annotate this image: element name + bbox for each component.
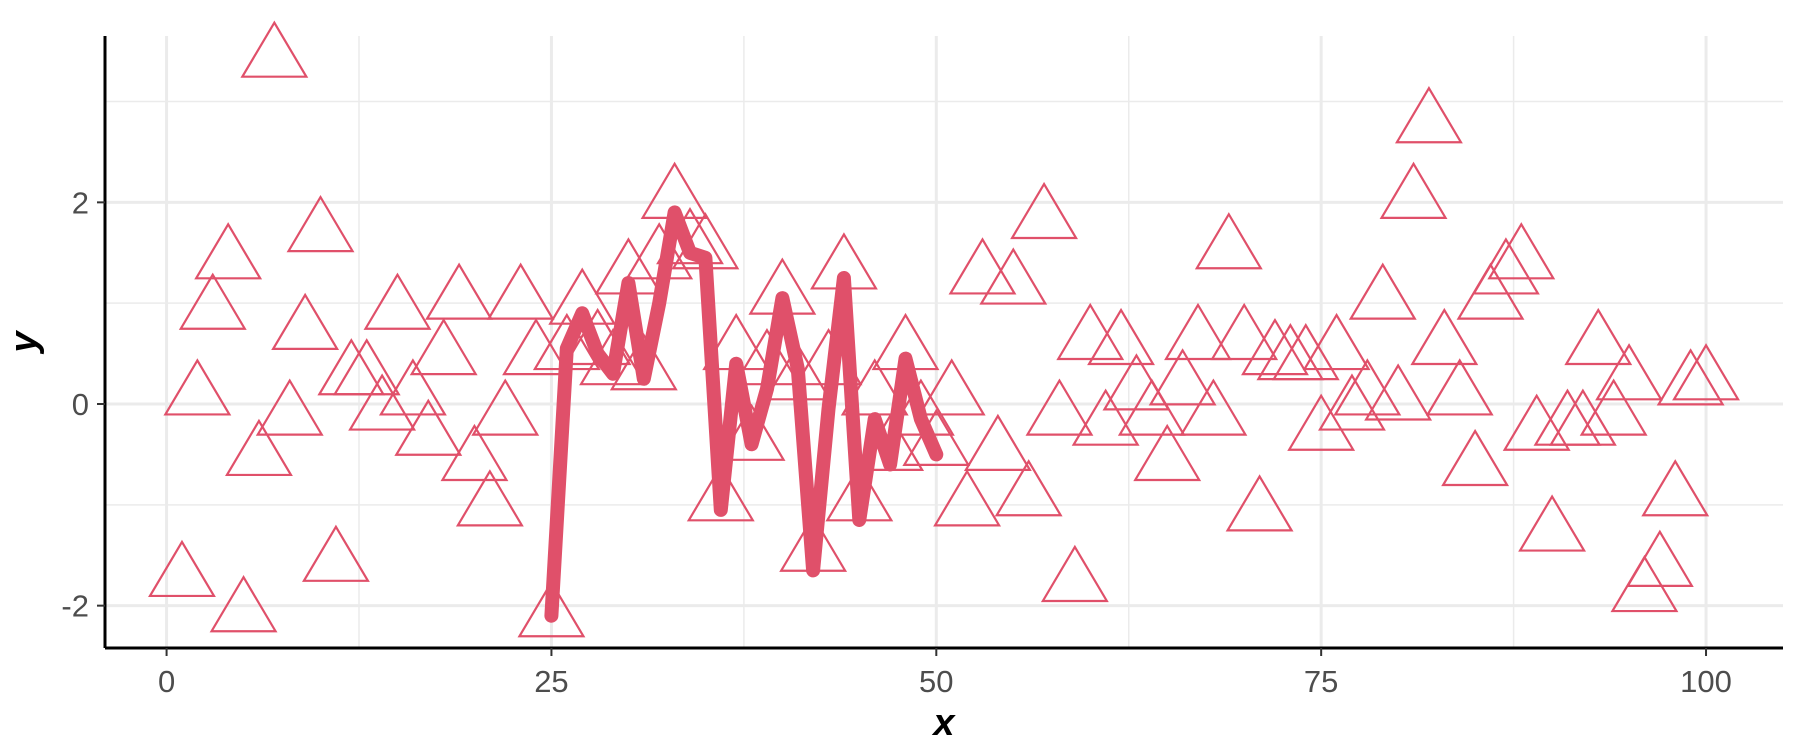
triangle-point bbox=[1025, 378, 1094, 436]
x-tick-label: 75 bbox=[1304, 664, 1338, 699]
triangle-point bbox=[1364, 363, 1433, 421]
series-line bbox=[544, 205, 944, 623]
triangle-point bbox=[271, 292, 340, 351]
triangle-point bbox=[286, 194, 355, 253]
triangle-point bbox=[1210, 302, 1279, 361]
grid-lines bbox=[105, 36, 1783, 648]
triangle-point bbox=[1271, 322, 1340, 381]
triangle-point bbox=[194, 222, 263, 280]
triangle-point bbox=[178, 272, 247, 330]
triangle-point bbox=[1194, 212, 1263, 270]
triangle-point bbox=[163, 358, 232, 416]
triangle-point bbox=[686, 464, 755, 522]
y-tick-label: 2 bbox=[72, 185, 89, 220]
triangle-point bbox=[1487, 222, 1556, 280]
triangle-point bbox=[378, 358, 447, 416]
triangle-point bbox=[1302, 312, 1371, 371]
y-tick-label: 0 bbox=[72, 387, 89, 422]
triangle-point bbox=[1164, 302, 1232, 361]
triangle-point bbox=[609, 333, 678, 391]
triangle-point bbox=[1625, 529, 1694, 587]
triangle-point bbox=[1656, 348, 1725, 406]
x-tick-label: 0 bbox=[158, 664, 175, 699]
triangle-point bbox=[1287, 393, 1356, 451]
triangle-point bbox=[425, 262, 494, 320]
triangle-point bbox=[1148, 348, 1217, 406]
triangle-point bbox=[471, 378, 540, 436]
triangle-point bbox=[225, 418, 293, 477]
triangle-point bbox=[994, 459, 1063, 517]
triangle-point bbox=[455, 469, 524, 527]
axes bbox=[97, 36, 1783, 656]
x-axis-title: x bbox=[931, 702, 956, 744]
triangle-point bbox=[148, 539, 216, 598]
triangle-point bbox=[1040, 544, 1109, 603]
triangle-point bbox=[240, 20, 309, 78]
triangle-point bbox=[1425, 358, 1494, 416]
triangle-point bbox=[1333, 358, 1402, 416]
triangle-point bbox=[1379, 161, 1448, 219]
triangle-point bbox=[348, 373, 417, 431]
triangle-point bbox=[948, 237, 1017, 295]
x-tick-label: 100 bbox=[1680, 664, 1732, 699]
triangle-point bbox=[917, 358, 986, 416]
triangle-point bbox=[1410, 307, 1479, 366]
triangle-point bbox=[332, 338, 401, 396]
triangle-point bbox=[963, 413, 1032, 471]
triangle-point bbox=[1133, 423, 1202, 482]
triangle-point bbox=[1241, 317, 1309, 376]
triangle-point bbox=[486, 262, 555, 320]
triangle-point bbox=[933, 469, 1002, 527]
triangle-point bbox=[1518, 494, 1587, 552]
triangle-point bbox=[1225, 474, 1294, 532]
x-tick-label: 25 bbox=[534, 664, 568, 699]
triangle-point bbox=[1548, 388, 1617, 446]
triangle-point bbox=[1641, 459, 1710, 517]
triangle-point bbox=[1564, 307, 1633, 366]
triangle-point bbox=[1348, 262, 1417, 320]
triangle-point bbox=[1179, 378, 1248, 436]
triangle-point bbox=[1471, 237, 1540, 295]
triangle-point bbox=[1087, 307, 1155, 366]
triangle-point bbox=[1579, 378, 1648, 436]
triangle-point bbox=[1610, 554, 1679, 613]
triangle-point bbox=[1502, 393, 1571, 451]
triangle-point bbox=[1394, 86, 1463, 144]
triangle-point bbox=[502, 317, 570, 376]
triangle-point bbox=[440, 423, 509, 482]
x-tick-label: 50 bbox=[919, 664, 953, 699]
triangle-point bbox=[209, 575, 278, 633]
y-axis-title: y bbox=[3, 330, 45, 355]
triangle-point bbox=[979, 247, 1048, 305]
triangle-point bbox=[1071, 388, 1140, 446]
triangle-point bbox=[301, 524, 370, 582]
triangle-point bbox=[1318, 373, 1386, 431]
triangle-point bbox=[255, 378, 324, 436]
triangle-point bbox=[394, 398, 463, 456]
triangle-point bbox=[902, 408, 971, 466]
triangle-point bbox=[1056, 302, 1125, 361]
triangle-point bbox=[409, 317, 478, 376]
triangle-point bbox=[517, 580, 586, 638]
points-series bbox=[148, 20, 1740, 638]
triangle-point bbox=[1595, 343, 1663, 401]
triangle-point bbox=[1010, 181, 1078, 240]
tick-labels: 0 25 50 75 100 -2 0 2 bbox=[61, 185, 1731, 699]
line-series bbox=[544, 205, 944, 623]
triangle-point bbox=[1117, 378, 1186, 436]
triangle-point bbox=[1441, 428, 1510, 487]
triangle-point bbox=[363, 272, 432, 330]
triangle-point bbox=[1672, 343, 1740, 401]
y-tick-label: -2 bbox=[61, 589, 89, 624]
